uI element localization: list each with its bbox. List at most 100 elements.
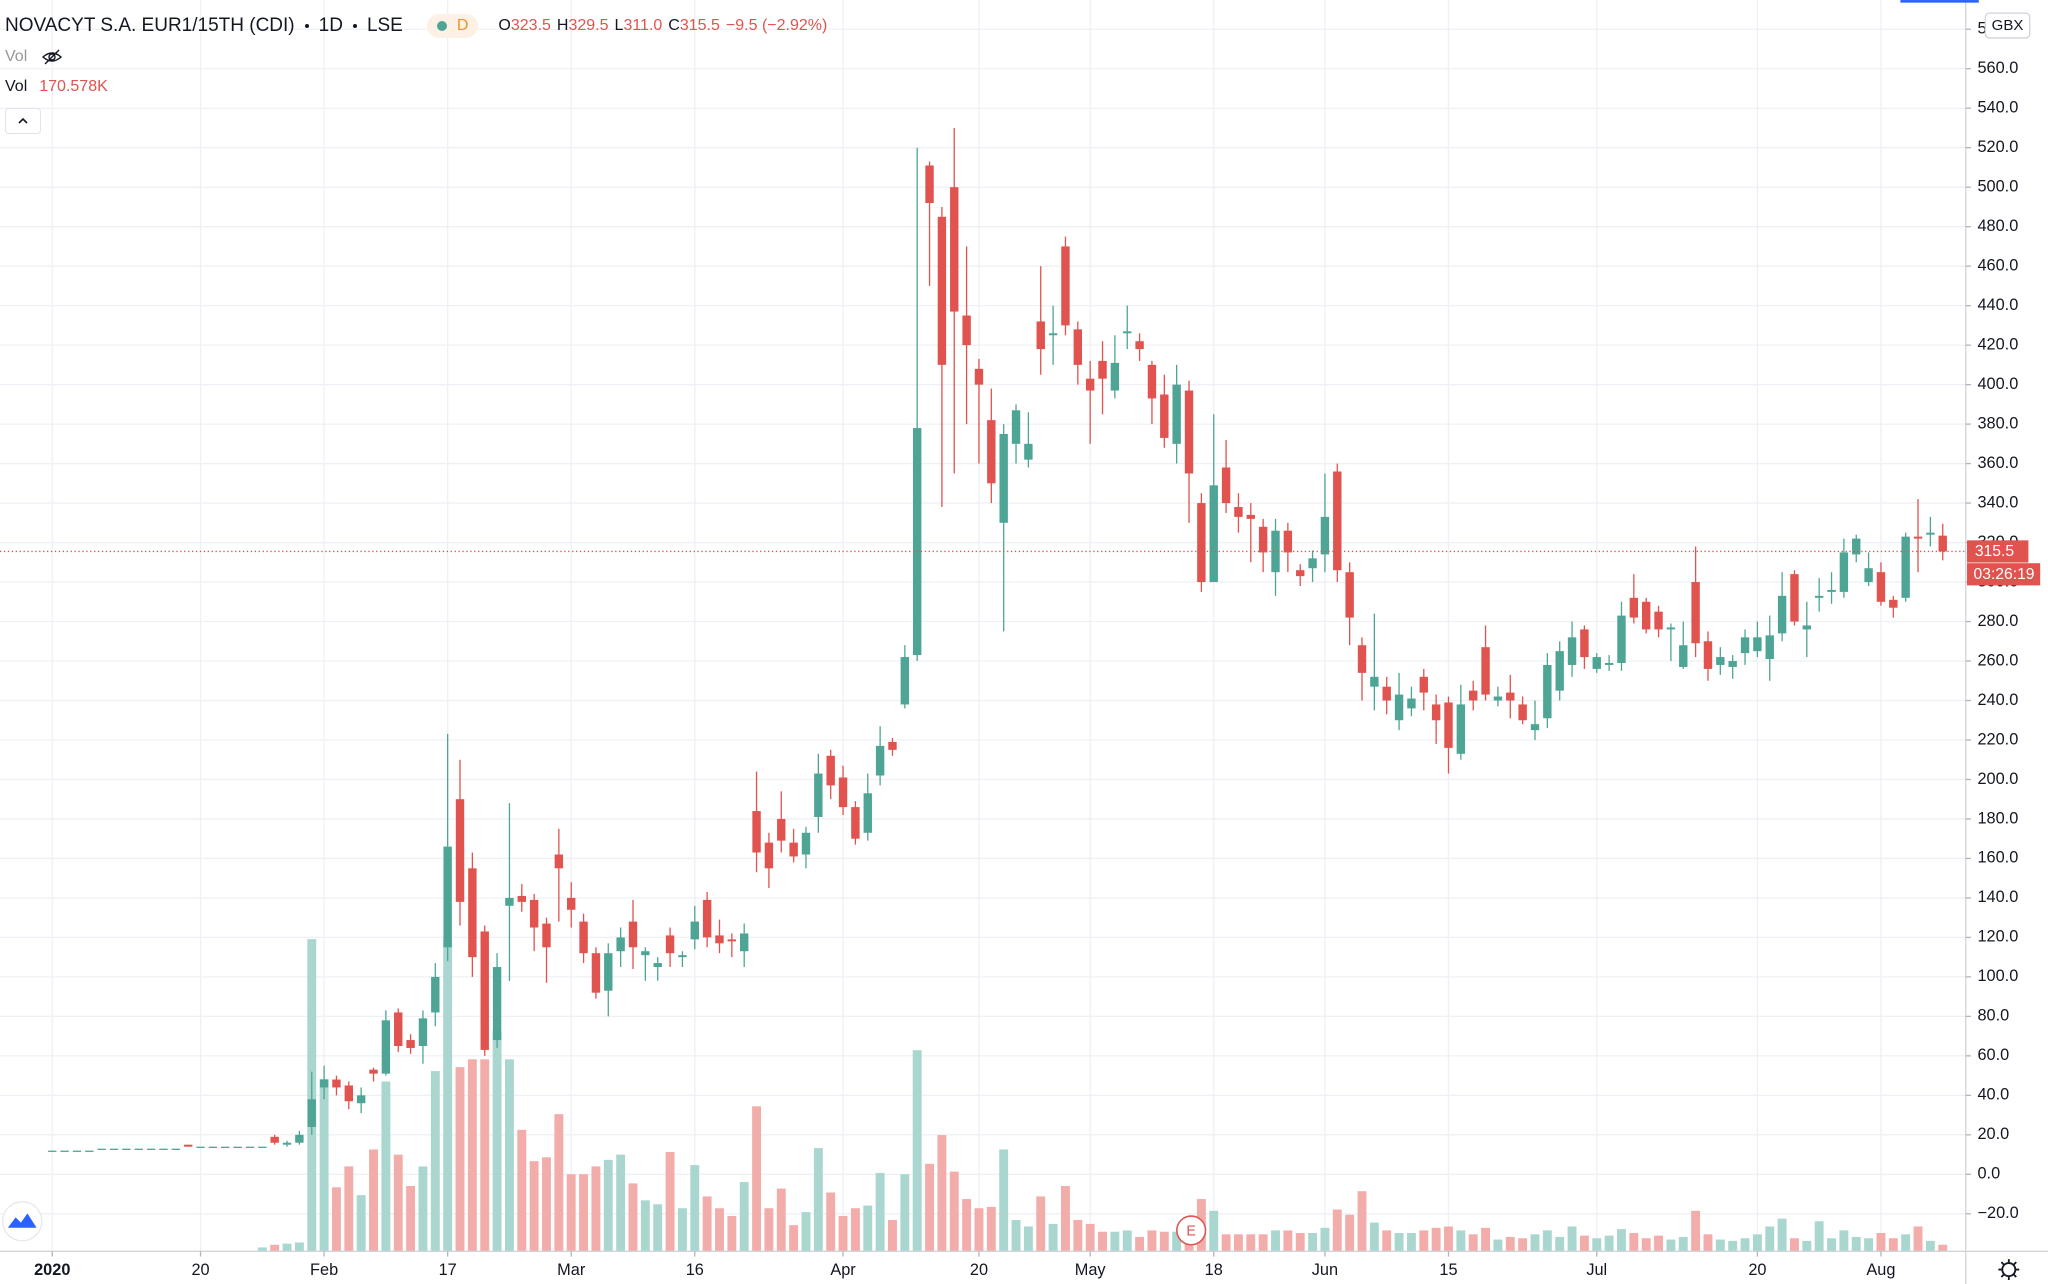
volume-bar: [1592, 1238, 1602, 1252]
currency: GBX: [1992, 17, 2024, 34]
candle-body: [1024, 443, 1033, 460]
volume-bar: [1283, 1230, 1293, 1252]
y-tick-label: 180.0: [1977, 809, 2018, 827]
volume-bar: [1431, 1227, 1441, 1252]
candle-body: [1123, 331, 1132, 334]
volume-bar: [591, 1166, 601, 1252]
volume-bar: [1468, 1234, 1478, 1252]
volume-bar: [517, 1129, 527, 1252]
volume-bar: [900, 1174, 910, 1252]
y-tick-label: 0.0: [1977, 1165, 2000, 1183]
candle-body: [233, 1146, 242, 1148]
volume-bar: [443, 939, 453, 1252]
candle-body: [1703, 641, 1713, 669]
last-price-box: [1967, 540, 2029, 563]
settings-gear[interactable]: [1998, 1259, 2020, 1281]
volume-bar: [1246, 1234, 1256, 1252]
currency-box[interactable]: [1984, 12, 2031, 39]
collapse-button[interactable]: [5, 108, 41, 134]
volume-bar: [752, 1106, 762, 1252]
volume-bar: [1715, 1239, 1725, 1252]
volume-bar: [418, 1166, 428, 1252]
candle-body: [1419, 676, 1428, 693]
volume-bar: [319, 1078, 329, 1252]
volume-study-name[interactable]: Vol: [5, 78, 28, 95]
candle-body: [851, 807, 860, 839]
candle-body: [1147, 364, 1157, 399]
top-indicator: [1900, 0, 1979, 3]
volume-bar: [937, 1135, 947, 1252]
volume-bar: [603, 1159, 613, 1252]
volume-bar: [1518, 1238, 1528, 1252]
candle-body: [1011, 410, 1021, 444]
eye-icon[interactable]: [41, 49, 63, 65]
x-tick-label: 17: [439, 1261, 457, 1279]
candle-body: [542, 923, 551, 948]
volume-bar: [1827, 1238, 1836, 1252]
volume-bar: [1258, 1234, 1268, 1252]
candle-body: [394, 1012, 403, 1046]
volume-bar: [888, 1219, 897, 1252]
candle-body: [159, 1148, 168, 1150]
volume-bar: [282, 1243, 292, 1252]
volume-bar: [801, 1212, 811, 1252]
candle-body: [1728, 661, 1737, 667]
candle-body: [1740, 637, 1750, 654]
candle-body: [356, 1095, 366, 1104]
y-tick-label: 280.0: [1977, 612, 2018, 630]
ohlc-item: O323.5: [498, 17, 551, 35]
volume-bar: [1011, 1219, 1021, 1252]
candle-body: [1666, 627, 1676, 630]
candle-body: [875, 745, 885, 776]
candle-body: [369, 1069, 378, 1074]
candle-body: [1691, 582, 1700, 644]
volume-bar: [1617, 1229, 1626, 1252]
volume-bar: [356, 1195, 366, 1252]
candle-body: [492, 967, 502, 1041]
candle-body: [999, 433, 1008, 523]
volume-bar: [1765, 1226, 1775, 1252]
interval[interactable]: 1D: [318, 15, 343, 36]
volume-bar: [430, 1071, 440, 1252]
volume-study-name[interactable]: Vol: [5, 48, 28, 65]
volume-bar: [566, 1174, 576, 1252]
logo[interactable]: [1, 1201, 43, 1242]
volume-bar: [1147, 1230, 1157, 1252]
candle-body: [381, 1020, 391, 1074]
volume-bar: [1444, 1226, 1453, 1252]
volume-bar: [579, 1174, 589, 1252]
volume-bar: [1419, 1230, 1429, 1252]
candle-body: [1431, 704, 1441, 721]
y-tick-label: 160.0: [1977, 849, 2018, 867]
volume-bar: [702, 1196, 712, 1252]
volume-bar: [925, 1163, 934, 1252]
candle-body: [97, 1148, 106, 1150]
candle-body: [653, 963, 662, 968]
candle-body: [1370, 676, 1379, 687]
status-pill[interactable]: D: [426, 14, 479, 38]
candle-body: [1246, 514, 1255, 519]
earnings-marker[interactable]: E: [1176, 1215, 1207, 1246]
volume-bar: [1172, 1231, 1182, 1252]
volume-bar: [1814, 1221, 1824, 1252]
volume-bar: [1802, 1240, 1812, 1252]
volume-bar: [776, 1188, 786, 1252]
candle-body: [628, 921, 638, 948]
candle-body: [1394, 694, 1404, 721]
candle-body: [591, 953, 601, 993]
candle-body: [912, 428, 922, 656]
y-tick-label: −20.0: [1977, 1204, 2018, 1222]
candle-body: [455, 799, 465, 902]
candle-body: [900, 657, 910, 705]
candle-body: [1258, 526, 1268, 553]
volume-bar: [344, 1166, 354, 1252]
candle-body: [1283, 530, 1293, 553]
volume-bar: [1394, 1233, 1404, 1252]
candle-body: [48, 1150, 57, 1152]
volume-bar: [270, 1244, 280, 1252]
symbol[interactable]: NOVACYT S.A. EUR1/15TH (CDI): [5, 15, 295, 36]
candle-body: [1172, 384, 1181, 444]
volume-bar: [554, 1114, 564, 1252]
volume-study-hidden-row: Vol: [5, 42, 833, 72]
